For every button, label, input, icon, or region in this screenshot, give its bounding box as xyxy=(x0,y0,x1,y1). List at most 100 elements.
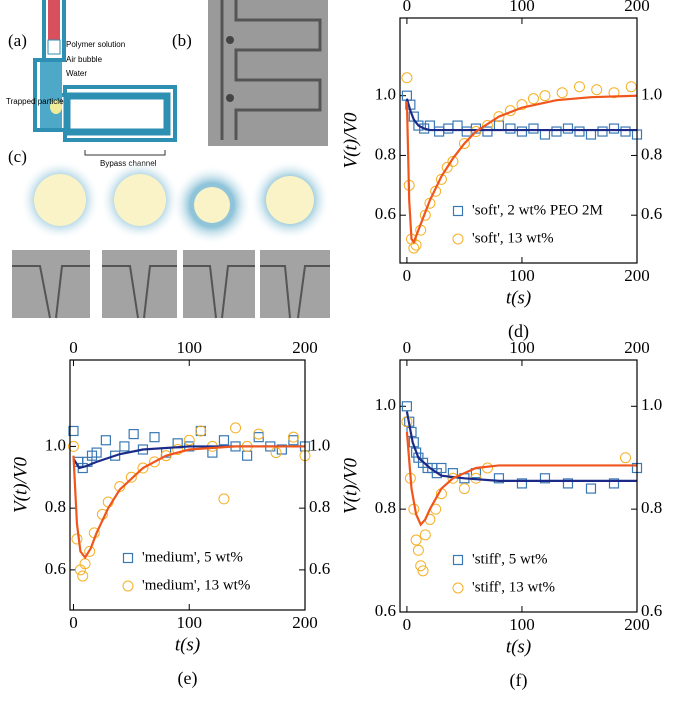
legend-marker xyxy=(122,552,134,564)
y-tick-label: 1.0 xyxy=(375,85,396,104)
fit-line xyxy=(405,98,637,132)
fit-line xyxy=(405,94,638,245)
panel-label: (b) xyxy=(172,31,192,50)
panel-label: (d) xyxy=(508,321,529,342)
data-point xyxy=(441,161,453,173)
fit-line xyxy=(405,431,637,527)
y-tick-label: 1.0 xyxy=(641,85,662,104)
data-point xyxy=(458,483,470,495)
x-tick-label: 0 xyxy=(403,615,412,634)
data-point xyxy=(68,425,79,437)
data-point xyxy=(608,478,620,489)
x-tick-label: 200 xyxy=(292,338,318,357)
data-point xyxy=(270,447,282,459)
x-tick-label: 0 xyxy=(69,338,78,357)
data-point xyxy=(434,126,445,137)
y-tick-label: 0.6 xyxy=(375,601,396,620)
data-point xyxy=(620,126,631,137)
y-tick-label: 1.0 xyxy=(309,435,330,454)
data-point xyxy=(516,99,528,111)
y-tick-label: 1.0 xyxy=(45,435,66,454)
data-point xyxy=(110,450,121,461)
x-tick-label: 0 xyxy=(403,338,412,357)
data-point xyxy=(149,456,161,468)
x-axis-label: t(s) xyxy=(506,636,531,657)
data-point xyxy=(195,425,207,437)
data-point xyxy=(183,434,195,446)
plot-frame xyxy=(399,359,638,613)
data-point xyxy=(137,462,149,474)
y-tick-label: 1.0 xyxy=(375,395,396,414)
y-tick-label: 0.6 xyxy=(641,204,662,223)
data-point xyxy=(218,493,230,505)
data-point xyxy=(493,473,505,484)
x-tick-label: 100 xyxy=(509,338,535,357)
schematic-c xyxy=(12,160,330,319)
legend-marker xyxy=(452,554,464,566)
y-tick-label: 0.6 xyxy=(309,559,330,578)
schematic-a: Polymer solution Air bubble Water Trappe… xyxy=(6,0,177,168)
fit-line xyxy=(405,411,637,482)
data-point xyxy=(461,126,472,137)
data-point xyxy=(242,450,253,461)
data-point xyxy=(195,425,206,437)
y-tick-label: 1.0 xyxy=(641,395,662,414)
data-point xyxy=(419,123,430,134)
data-point xyxy=(452,120,463,131)
data-point xyxy=(447,155,459,167)
data-point xyxy=(516,478,528,489)
data-point xyxy=(419,529,431,541)
data-point xyxy=(84,545,96,557)
data-point xyxy=(597,126,608,137)
data-point xyxy=(608,123,620,134)
legend-label: 'medium', 13 wt% xyxy=(142,577,250,593)
panel-label: (a) xyxy=(8,31,27,50)
data-point xyxy=(516,126,528,137)
data-point xyxy=(401,72,413,84)
data-point xyxy=(436,462,447,474)
data-point xyxy=(482,126,493,137)
data-point xyxy=(119,441,130,452)
data-point xyxy=(415,560,427,572)
legend-label: 'medium', 5 wt% xyxy=(142,549,243,565)
data-point xyxy=(276,444,287,455)
data-point xyxy=(288,435,299,446)
legend-marker xyxy=(452,233,464,245)
x-tick-label: 200 xyxy=(624,0,650,15)
data-point xyxy=(125,471,137,483)
x-tick-label: 100 xyxy=(509,615,535,634)
legend-label: 'soft', 13 wt% xyxy=(472,230,554,246)
data-point xyxy=(160,450,172,462)
data-point xyxy=(412,544,424,556)
data-point xyxy=(253,432,264,443)
data-point xyxy=(410,239,422,251)
data-point xyxy=(100,435,111,446)
data-point xyxy=(505,123,516,134)
panel-label: (f) xyxy=(510,670,528,691)
plot-frame xyxy=(399,17,638,264)
data-point xyxy=(573,81,585,93)
data-point xyxy=(608,87,620,99)
data-point xyxy=(574,126,585,137)
y-tick-label: 0.8 xyxy=(309,497,330,516)
x-tick-label: 0 xyxy=(69,613,78,632)
data-point xyxy=(539,473,551,484)
data-point xyxy=(556,87,568,99)
micrograph-b xyxy=(208,0,328,146)
x-tick-label: 100 xyxy=(509,266,535,285)
schematic-label: Air bubble xyxy=(66,55,103,64)
schematic-label: Water xyxy=(66,69,87,78)
data-point xyxy=(408,242,420,254)
y-tick-label: 0.6 xyxy=(641,601,662,620)
data-point xyxy=(128,428,139,440)
panel-label: (e) xyxy=(178,668,198,689)
x-tick-label: 200 xyxy=(624,266,650,285)
data-point xyxy=(287,431,299,443)
legend-marker xyxy=(452,582,464,594)
legend-label: 'stiff', 5 wt% xyxy=(472,551,548,567)
y-tick-label: 0.6 xyxy=(45,559,66,578)
data-point xyxy=(71,533,83,545)
y-axis-label: V(t)/V0 xyxy=(340,112,361,168)
schematic-label: Polymer solution xyxy=(66,40,125,49)
data-point xyxy=(470,126,482,138)
